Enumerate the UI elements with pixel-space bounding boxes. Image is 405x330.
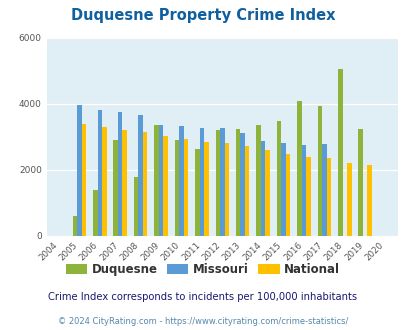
Bar xyxy=(138,115,143,236)
Bar xyxy=(122,130,127,236)
Text: © 2024 CityRating.com - https://www.cityrating.com/crime-statistics/: © 2024 CityRating.com - https://www.city… xyxy=(58,317,347,326)
Bar xyxy=(235,129,240,236)
Bar xyxy=(154,125,158,236)
Bar xyxy=(158,125,163,236)
Legend: Duquesne, Missouri, National: Duquesne, Missouri, National xyxy=(61,258,344,281)
Bar xyxy=(256,125,260,236)
Bar xyxy=(301,145,305,236)
Bar xyxy=(97,110,102,236)
Bar xyxy=(276,121,281,236)
Bar xyxy=(183,139,188,236)
Bar xyxy=(93,190,97,236)
Bar xyxy=(265,150,269,236)
Bar xyxy=(285,154,290,236)
Bar xyxy=(296,101,301,236)
Bar xyxy=(260,141,265,236)
Bar xyxy=(163,136,167,236)
Bar xyxy=(224,143,228,236)
Bar xyxy=(113,140,118,236)
Bar xyxy=(81,124,86,236)
Bar xyxy=(326,158,330,236)
Bar xyxy=(337,69,342,236)
Bar xyxy=(118,112,122,236)
Bar xyxy=(134,177,138,236)
Bar xyxy=(317,106,321,236)
Bar xyxy=(220,128,224,236)
Text: Duquesne Property Crime Index: Duquesne Property Crime Index xyxy=(70,8,335,23)
Bar xyxy=(195,148,199,236)
Bar xyxy=(204,142,208,236)
Bar xyxy=(77,105,81,236)
Bar xyxy=(346,163,351,236)
Bar xyxy=(102,127,106,236)
Bar xyxy=(143,132,147,236)
Bar xyxy=(281,143,285,236)
Bar xyxy=(199,128,204,236)
Bar xyxy=(240,133,244,236)
Bar xyxy=(72,216,77,236)
Bar xyxy=(244,146,249,236)
Bar xyxy=(174,140,179,236)
Bar xyxy=(358,129,362,236)
Text: Crime Index corresponds to incidents per 100,000 inhabitants: Crime Index corresponds to incidents per… xyxy=(48,292,357,302)
Bar xyxy=(321,144,326,236)
Bar xyxy=(305,157,310,236)
Bar xyxy=(367,165,371,236)
Bar xyxy=(179,126,183,236)
Bar xyxy=(215,130,220,236)
